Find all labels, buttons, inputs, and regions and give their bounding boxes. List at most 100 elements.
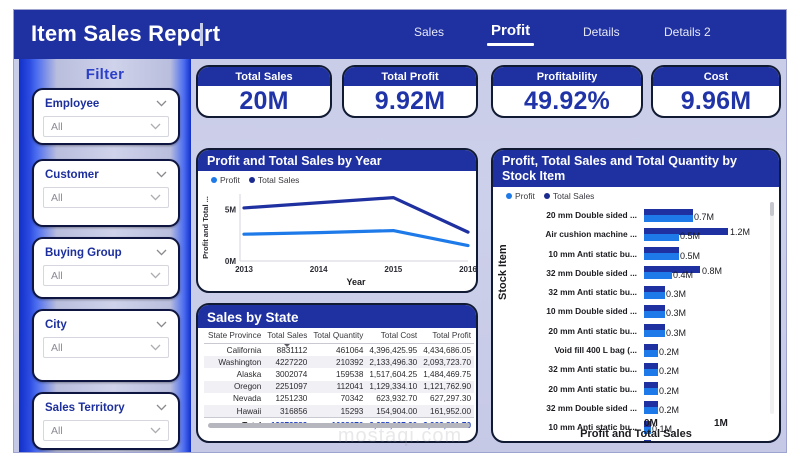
legend-item-profit[interactable]: Profit xyxy=(211,175,240,185)
legend-swatch-icon xyxy=(211,177,217,183)
bar-row[interactable]: 10 mm Anti static bu... 0.5M xyxy=(511,246,763,265)
legend-item-profit[interactable]: Profit xyxy=(506,191,535,201)
bar-total-sales[interactable] xyxy=(644,266,700,274)
slicer-employee[interactable]: Employee All xyxy=(32,88,180,145)
chevron-down-icon[interactable] xyxy=(150,123,161,130)
bar-row[interactable]: 10 mm Double sided ... 0.3M xyxy=(511,303,763,322)
bar-total-sales[interactable] xyxy=(644,420,651,428)
table-row[interactable]: Oregon 2251097 112041 1,129,334.10 1,121,762… xyxy=(204,380,474,393)
bar-profit[interactable] xyxy=(644,310,665,318)
table-cell: Oregon xyxy=(233,382,262,392)
tab-profit[interactable]: Profit xyxy=(486,22,535,46)
slicer-label: Customer xyxy=(45,169,99,181)
bar-total-sales[interactable] xyxy=(644,304,665,312)
column-header-total-profit[interactable]: Total Profit xyxy=(420,329,474,344)
bar-profit[interactable] xyxy=(644,407,658,415)
chevron-down-icon[interactable] xyxy=(156,249,167,256)
bar-profit[interactable] xyxy=(644,349,658,357)
bar-profit[interactable] xyxy=(644,330,665,338)
column-header-total-sales[interactable]: Total Sales xyxy=(264,329,311,347)
column-header-total-cost[interactable]: Total Cost xyxy=(366,329,421,344)
bar-data-label-profit: 0.2M xyxy=(659,347,680,358)
chevron-down-icon[interactable] xyxy=(156,171,167,178)
bar-total-sales[interactable] xyxy=(644,401,658,409)
slicer-city[interactable]: City All xyxy=(32,309,180,382)
table-row[interactable]: Hawaii 316856 15293 154,904.00 161,952.00 xyxy=(204,404,474,418)
tab-sales[interactable]: Sales xyxy=(414,25,445,39)
tab-details-2[interactable]: Details 2 xyxy=(664,25,711,39)
column-header-state-province[interactable]: State Province xyxy=(204,329,265,344)
kpi-card-total-profit[interactable]: Total Profit 9.92M xyxy=(342,65,478,118)
bar-chart-vertical-scrollbar[interactable] xyxy=(770,202,774,414)
slicer-dropdown[interactable]: All xyxy=(43,116,169,137)
bar-row[interactable]: 20 mm Double sided ... 0.7M xyxy=(511,207,763,226)
bar-total-sales[interactable] xyxy=(644,362,658,370)
slicer-value: All xyxy=(51,192,63,204)
bar-profit[interactable] xyxy=(644,214,693,222)
tab-details[interactable]: Details xyxy=(583,25,620,39)
kpi-card-cost[interactable]: Cost 9.96M xyxy=(651,65,781,118)
bar-profit[interactable] xyxy=(644,233,679,241)
sales-by-state-table[interactable]: State Province Total Sales Total Quantit… xyxy=(204,329,474,432)
bar-profit[interactable] xyxy=(644,291,665,299)
table-sales-by-state[interactable]: Sales by State State Province Total Sale… xyxy=(196,303,478,443)
kpi-card-total-sales[interactable]: Total Sales 20M xyxy=(196,65,332,118)
bar-profit[interactable] xyxy=(644,368,658,376)
bar-total-sales[interactable] xyxy=(644,324,665,332)
chevron-down-icon[interactable] xyxy=(156,321,167,328)
table-cell: 154,904.00 xyxy=(376,406,418,416)
bar-row[interactable]: 32 mm Double sided ... 0.4M 0.8M xyxy=(511,265,763,284)
bar-row[interactable]: 32 mm Double sided ... 0.2M xyxy=(511,400,763,419)
bar-total-sales[interactable] xyxy=(644,440,651,441)
bar-profit[interactable] xyxy=(644,253,679,261)
slicer-customer[interactable]: Customer All xyxy=(32,159,180,227)
slicer-dropdown[interactable]: All xyxy=(43,337,169,358)
slicer-sales-territory[interactable]: Sales Territory All xyxy=(32,392,180,450)
slicer-dropdown[interactable]: All xyxy=(43,420,169,441)
table-header-row: State Province Total Sales Total Quantit… xyxy=(204,329,474,347)
legend-item-total-sales[interactable]: Total Sales xyxy=(543,191,594,201)
chevron-down-icon[interactable] xyxy=(150,344,161,351)
bar-total-sales[interactable] xyxy=(644,285,665,293)
scrollbar-thumb[interactable] xyxy=(770,202,774,216)
bar-profit[interactable] xyxy=(644,426,651,434)
chevron-down-icon[interactable] xyxy=(156,100,167,107)
bar-data-label-profit: 0.3M xyxy=(666,308,687,319)
bar-row[interactable]: Void fill 400 L bag (... 0.2M xyxy=(511,342,763,361)
bar-row[interactable]: 20 mm Anti static bu... 0.2M xyxy=(511,381,763,400)
kpi-value: 49.92% xyxy=(524,86,610,115)
bar-total-sales[interactable] xyxy=(644,208,693,216)
table-row[interactable]: Nevada 1251230 70342 623,932.70 627,297.30 xyxy=(204,393,474,405)
bar-category-label: Void fill 300 L bag (... xyxy=(511,442,637,443)
bar-row[interactable]: 32 mm Anti static bu... 0.2M xyxy=(511,361,763,380)
bar-total-sales[interactable] xyxy=(644,227,728,235)
bar-row[interactable]: Air cushion machine ... 0.5M 1.2M xyxy=(511,226,763,245)
y-tick-label: 0M xyxy=(225,257,236,266)
bar-profit[interactable] xyxy=(644,388,658,396)
chart-profit-and-total-sales-by-year[interactable]: Profit and Total Sales by Year Profit To… xyxy=(196,148,478,293)
bar-row[interactable]: 10 mm Anti static bu... 0.1M xyxy=(511,419,763,438)
bar-total-sales[interactable] xyxy=(644,343,658,351)
column-header-total-quantity[interactable]: Total Quantity xyxy=(310,329,367,344)
chevron-down-icon[interactable] xyxy=(156,404,167,411)
table-horizontal-scrollbar[interactable] xyxy=(208,423,470,428)
chart-profit-total-sales-and-total-quantity-by-stock-item[interactable]: Profit, Total Sales and Total Quantity b… xyxy=(491,148,781,443)
bar-total-sales[interactable] xyxy=(644,247,679,255)
bar-row[interactable]: 32 mm Anti static bu... 0.3M xyxy=(511,284,763,303)
table-row[interactable]: Alaska 3002074 159538 1,517,604.25 1,484,469… xyxy=(204,368,474,380)
bar-row[interactable]: Void fill 300 L bag (... 0.1M xyxy=(511,439,763,443)
chevron-down-icon[interactable] xyxy=(150,427,161,434)
kpi-card-profitability[interactable]: Profitability 49.92% xyxy=(491,65,643,118)
slicer-dropdown[interactable]: All xyxy=(43,187,169,208)
bar-row[interactable]: 20 mm Anti static bu... 0.3M xyxy=(511,323,763,342)
chevron-down-icon[interactable] xyxy=(150,194,161,201)
page-title: Item Sales Report xyxy=(31,21,221,46)
chevron-down-icon[interactable] xyxy=(150,272,161,279)
table-row[interactable]: California 8831112 461064 4,396,425.95 4,434… xyxy=(204,344,474,357)
bar-total-sales[interactable] xyxy=(644,382,658,390)
slicer-buying-group[interactable]: Buying Group All xyxy=(32,237,180,299)
slicer-dropdown[interactable]: All xyxy=(43,265,169,286)
table-row[interactable]: Washington 4227220 210392 2,133,496.30 2,093… xyxy=(204,356,474,369)
legend-item-total-sales[interactable]: Total Sales xyxy=(248,175,299,185)
bar-profit[interactable] xyxy=(644,272,672,280)
